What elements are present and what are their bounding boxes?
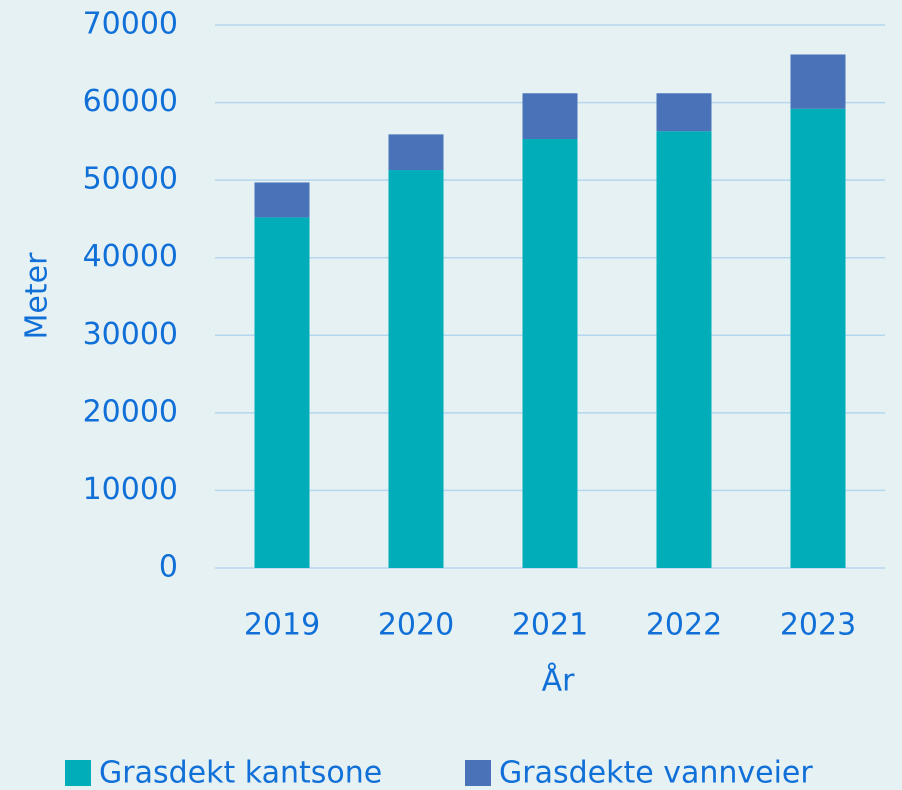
- bar-segment: [656, 131, 712, 568]
- bar-segment: [522, 93, 578, 140]
- y-tick-label: 60000: [83, 84, 178, 119]
- bar-segment: [656, 93, 712, 132]
- x-tick-label: 2023: [780, 608, 856, 643]
- x-tick-label: 2021: [512, 608, 588, 643]
- y-tick-label: 30000: [83, 317, 178, 352]
- bar-segment: [790, 54, 846, 109]
- y-tick-label: 40000: [83, 239, 178, 274]
- bar-segment: [388, 170, 444, 568]
- y-tick-label: 0: [159, 550, 178, 585]
- x-tick-label: 2022: [646, 608, 722, 643]
- y-axis-label: Meter: [20, 252, 55, 340]
- legend-swatch: [65, 760, 91, 786]
- y-tick-label: 10000: [83, 472, 178, 507]
- y-tick-label: 20000: [83, 394, 178, 429]
- bar-segment: [522, 139, 578, 568]
- y-tick-label: 70000: [83, 7, 178, 42]
- bar-segment: [790, 108, 846, 568]
- x-axis-label: År: [542, 663, 576, 699]
- x-tick-label: 2019: [244, 608, 320, 643]
- legend-swatch: [465, 760, 491, 786]
- bar-segment: [254, 182, 310, 218]
- legend-label: Grasdekte vannveier: [499, 756, 813, 790]
- bar-segment: [254, 217, 310, 568]
- bar-segment: [388, 134, 444, 171]
- y-tick-label: 50000: [83, 162, 178, 197]
- x-tick-label: 2020: [378, 608, 454, 643]
- legend-label: Grasdekt kantsone: [99, 756, 382, 790]
